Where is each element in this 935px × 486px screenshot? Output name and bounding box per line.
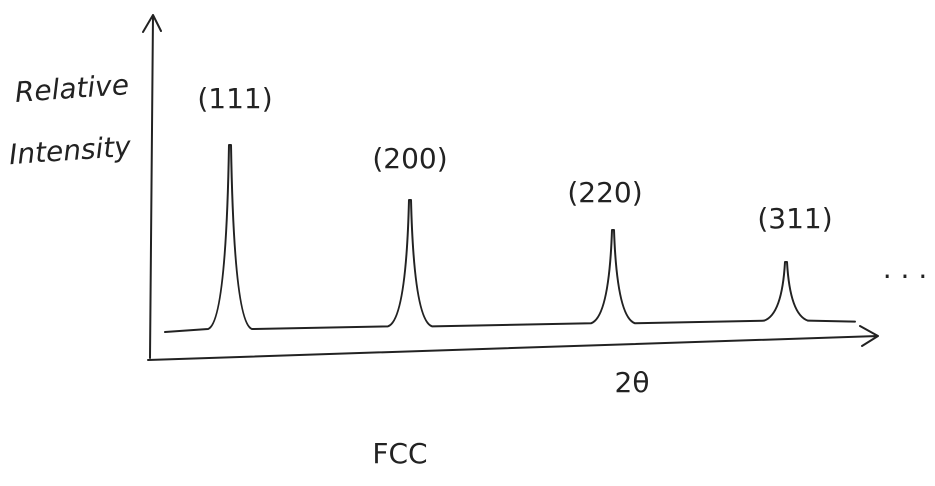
peak-label: (111) bbox=[197, 82, 272, 115]
caption: FCC bbox=[372, 437, 427, 470]
y-axis bbox=[143, 15, 161, 358]
continuation: · · · bbox=[883, 260, 928, 293]
x-axis-label: 2θ bbox=[615, 366, 650, 399]
peak-label: (200) bbox=[372, 142, 447, 175]
x-axis bbox=[148, 326, 878, 360]
y-axis-label: Intensity bbox=[8, 130, 132, 171]
diffraction-curve bbox=[165, 145, 855, 332]
diagram: Relative Intensity 2θ · · · FCC (111) (20… bbox=[0, 0, 935, 486]
peak-label: (311) bbox=[757, 202, 832, 235]
y-axis-label: Relative bbox=[14, 68, 130, 109]
peak-label: (220) bbox=[567, 176, 642, 209]
